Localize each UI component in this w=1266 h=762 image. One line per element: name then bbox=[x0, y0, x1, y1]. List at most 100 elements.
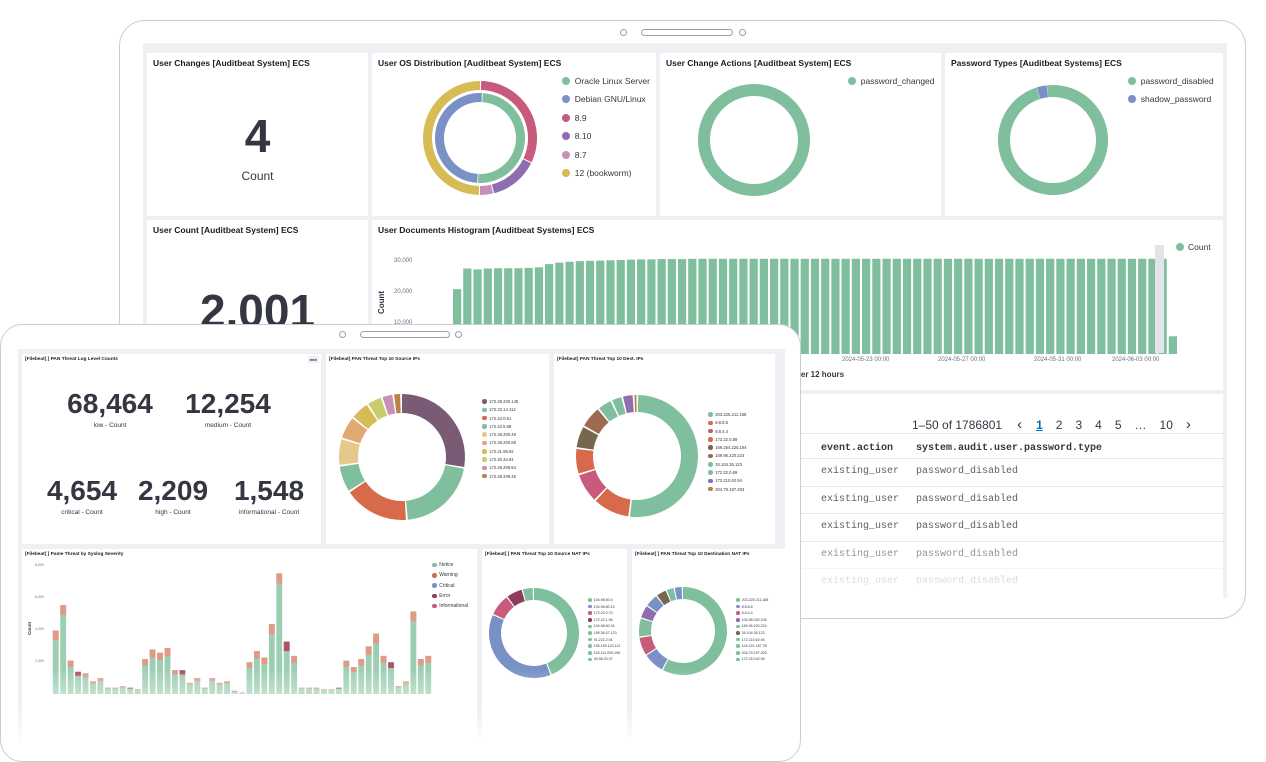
severity-bar-warning-segment[interactable] bbox=[410, 611, 417, 622]
donut-slice[interactable] bbox=[612, 397, 626, 416]
legend-item[interactable]: 34.104.35.123 bbox=[736, 631, 768, 635]
password-types-panel[interactable]: Password Types [Auditbeat Systems] ECS p… bbox=[945, 53, 1223, 216]
legend-item[interactable]: 8.8.8.8 bbox=[708, 420, 747, 425]
severity-bar-warning-segment[interactable] bbox=[164, 647, 171, 657]
donut-slice[interactable] bbox=[522, 588, 534, 602]
severity-bar-warning-segment[interactable] bbox=[82, 673, 89, 678]
severity-bar-warning-segment[interactable] bbox=[209, 678, 216, 681]
change-actions-donut[interactable] bbox=[698, 84, 810, 196]
change-actions-panel[interactable]: User Change Actions [Auditbeat System] E… bbox=[660, 53, 941, 216]
histogram-bar[interactable] bbox=[667, 259, 676, 354]
histogram-bar[interactable] bbox=[504, 268, 513, 354]
top-dest-nat-ips-panel[interactable]: [Filebeat] ] PAN Threat Top 10 Destinati… bbox=[632, 549, 785, 749]
severity-bar-warning-segment[interactable] bbox=[186, 682, 193, 685]
histogram-bar[interactable] bbox=[1025, 258, 1034, 354]
severity-bar-warning-segment[interactable] bbox=[75, 671, 82, 676]
donut-slice[interactable] bbox=[646, 648, 668, 670]
user-changes-panel[interactable]: User Changes [Auditbeat System] ECS 4 Co… bbox=[147, 53, 368, 216]
severity-bar-warning-segment[interactable] bbox=[298, 687, 305, 689]
severity-bar-warning-segment[interactable] bbox=[402, 681, 409, 684]
histogram-bar[interactable] bbox=[841, 258, 850, 354]
histogram-bar[interactable] bbox=[1015, 258, 1024, 354]
histogram-bar[interactable] bbox=[616, 259, 625, 354]
severity-bar-warning-segment[interactable] bbox=[157, 652, 163, 661]
legend-item[interactable]: 172.28.200.68 bbox=[482, 440, 518, 445]
severity-bar-warning-segment[interactable] bbox=[104, 687, 111, 689]
legend-item[interactable]: 172.28.209.46 bbox=[482, 474, 518, 479]
pagination-page-2[interactable]: 2 bbox=[1055, 417, 1063, 432]
severity-bar-warning-segment[interactable] bbox=[67, 660, 74, 667]
legend-item[interactable]: 8.10 bbox=[562, 131, 650, 141]
histogram-legend-item[interactable]: Count bbox=[1176, 242, 1211, 252]
donut-slice[interactable] bbox=[584, 409, 609, 435]
donut-slice[interactable] bbox=[1036, 85, 1049, 99]
severity-bar[interactable] bbox=[268, 624, 275, 694]
legend-item[interactable]: 204.79.197.203 bbox=[736, 651, 768, 655]
donut-slice[interactable] bbox=[423, 81, 480, 195]
donut-slice[interactable] bbox=[629, 395, 699, 517]
legend-item[interactable]: 172.22.1.96 bbox=[588, 618, 620, 622]
severity-bar-warning-segment[interactable] bbox=[388, 662, 394, 668]
column-header-event-action[interactable]: event.action bbox=[821, 443, 894, 454]
legend-item[interactable]: 172.22.0.61 bbox=[482, 416, 518, 421]
donut-slice[interactable] bbox=[641, 606, 657, 622]
donut-slice[interactable] bbox=[579, 470, 607, 500]
histogram-bar[interactable] bbox=[596, 260, 605, 354]
severity-bar[interactable] bbox=[410, 611, 417, 694]
histogram-bar[interactable] bbox=[984, 258, 993, 354]
histogram-bar[interactable] bbox=[759, 258, 768, 354]
legend-item[interactable]: 172.22.0.88 bbox=[708, 437, 747, 442]
severity-bar-warning-segment[interactable] bbox=[425, 655, 432, 663]
top-source-nat-ips-panel[interactable]: [Filebeat] ] PAN Threat Top 10 Source NA… bbox=[482, 549, 627, 749]
syslog-severity-bars[interactable] bbox=[52, 567, 432, 694]
histogram-bar[interactable] bbox=[994, 258, 1004, 354]
histogram-bar[interactable] bbox=[790, 258, 799, 354]
histogram-bar[interactable] bbox=[718, 258, 728, 354]
donut-slice[interactable] bbox=[493, 597, 514, 619]
severity-bar-warning-segment[interactable] bbox=[373, 633, 380, 644]
severity-bar-warning-segment[interactable] bbox=[149, 649, 156, 658]
pagination-page-3[interactable]: 3 bbox=[1075, 417, 1083, 432]
legend-item[interactable]: 104.98.60.4 bbox=[588, 598, 620, 602]
severity-bar-warning-segment[interactable] bbox=[268, 624, 275, 635]
severity-bar-warning-segment[interactable] bbox=[350, 667, 357, 672]
legend-item[interactable]: 8.7 bbox=[562, 150, 650, 160]
histogram-bar[interactable] bbox=[974, 258, 983, 354]
histogram-bar[interactable] bbox=[749, 258, 758, 354]
histogram-bar[interactable] bbox=[1086, 258, 1096, 354]
histogram-bar[interactable] bbox=[933, 258, 942, 354]
dest-ips-donut[interactable] bbox=[575, 394, 699, 518]
legend-item[interactable]: 172.210.62.94 bbox=[708, 478, 747, 483]
histogram-bar[interactable] bbox=[851, 258, 861, 354]
histogram-bar[interactable] bbox=[1168, 336, 1177, 354]
donut-slice[interactable] bbox=[342, 418, 368, 444]
legend-item[interactable]: 39.98.23.37 bbox=[588, 657, 620, 661]
donut-slice[interactable] bbox=[402, 394, 465, 467]
legend-item[interactable]: Error bbox=[432, 593, 468, 599]
severity-bar[interactable] bbox=[283, 641, 290, 694]
legend-item[interactable]: Critical bbox=[432, 583, 468, 589]
donut-slice[interactable] bbox=[634, 395, 637, 413]
histogram-bar[interactable] bbox=[902, 258, 912, 354]
legend-item[interactable]: 172.21.98.92 bbox=[482, 449, 518, 454]
severity-bar-warning-segment[interactable] bbox=[194, 678, 201, 681]
histogram-bar[interactable] bbox=[708, 258, 717, 354]
severity-bar-warning-segment[interactable] bbox=[119, 686, 126, 688]
donut-slice[interactable] bbox=[480, 81, 537, 163]
donut-slice[interactable] bbox=[595, 488, 631, 517]
brush-handle[interactable] bbox=[1155, 245, 1164, 353]
histogram-bar[interactable] bbox=[453, 289, 462, 354]
donut-slice[interactable] bbox=[576, 427, 599, 450]
donut-slice[interactable] bbox=[623, 395, 634, 414]
pagination-page-4[interactable]: 4 bbox=[1095, 417, 1102, 432]
legend-item[interactable]: 169.254.225.194 bbox=[708, 445, 747, 450]
severity-bar-warning-segment[interactable] bbox=[97, 678, 104, 681]
severity-bar[interactable] bbox=[60, 605, 67, 694]
severity-bar-warning-segment[interactable] bbox=[380, 655, 387, 663]
severity-bar-warning-segment[interactable] bbox=[395, 686, 402, 688]
histogram-bar[interactable] bbox=[473, 269, 482, 354]
donut-slice[interactable] bbox=[647, 596, 664, 613]
histogram-bar[interactable] bbox=[862, 258, 871, 354]
histogram-bar[interactable] bbox=[872, 258, 881, 354]
legend-item[interactable]: Debian GNU/Linux bbox=[562, 94, 650, 104]
